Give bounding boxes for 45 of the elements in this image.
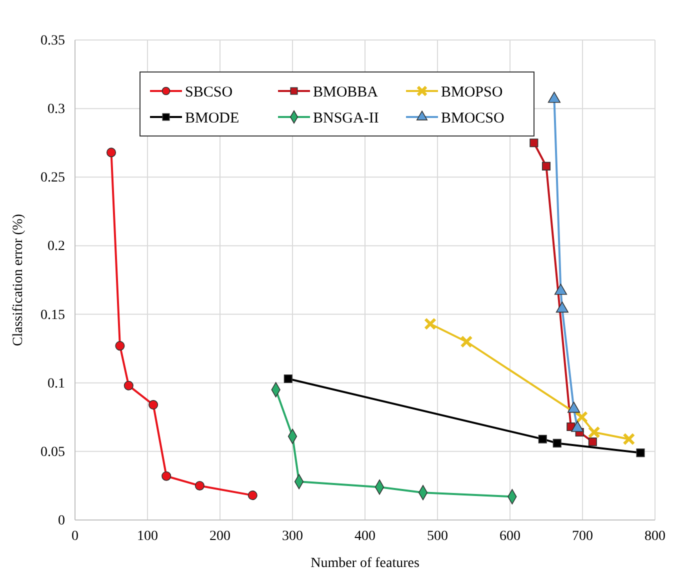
point [636, 448, 645, 458]
legend-label: SBCSO [185, 84, 233, 100]
legend-label: BMODE [185, 110, 240, 126]
point [194, 480, 204, 490]
x-axis-title: Number of features [310, 556, 420, 571]
point [588, 438, 597, 446]
x-tick-label: 700 [572, 528, 593, 544]
x-tick-label: 0 [72, 528, 78, 544]
x-tick-label: 800 [644, 528, 666, 544]
x-tick-label: 400 [354, 528, 376, 544]
point [588, 426, 600, 438]
y-axis-title: Classification error (%) [11, 214, 26, 346]
x-tick-label: 200 [210, 528, 230, 544]
y-tick-label: 0.2 [48, 239, 65, 254]
x-tick-label: 100 [137, 528, 158, 544]
point [248, 490, 258, 500]
point [556, 302, 568, 313]
y-tick-label: 0.15 [40, 308, 65, 323]
x-tick-label: 500 [427, 528, 448, 544]
legend-label: BNSGA-II [313, 110, 379, 126]
point [622, 432, 636, 446]
point [106, 148, 116, 158]
y-tick-label: 0 [58, 513, 65, 528]
x-tick-label: 600 [500, 528, 520, 544]
point [115, 341, 125, 351]
y-tick-label: 0.3 [48, 102, 65, 118]
legend-label: BMOPSO [441, 84, 503, 100]
point [552, 438, 562, 448]
point [538, 434, 547, 444]
point [162, 471, 172, 481]
point [542, 162, 551, 170]
point [460, 335, 473, 348]
legend-label: BMOBBA [313, 84, 378, 100]
y-tick-label: 0.05 [40, 444, 65, 460]
y-tick-label: 0.1 [48, 376, 65, 392]
point [148, 400, 158, 410]
y-tick-label: 0.25 [40, 170, 65, 186]
point [124, 380, 134, 390]
point [530, 138, 538, 148]
point [576, 410, 588, 424]
point [424, 318, 436, 330]
y-tick-label: 0.35 [40, 33, 65, 48]
legend-label: BMOCSO [441, 110, 505, 126]
x-tick-label: 300 [282, 528, 303, 544]
point [284, 374, 292, 384]
